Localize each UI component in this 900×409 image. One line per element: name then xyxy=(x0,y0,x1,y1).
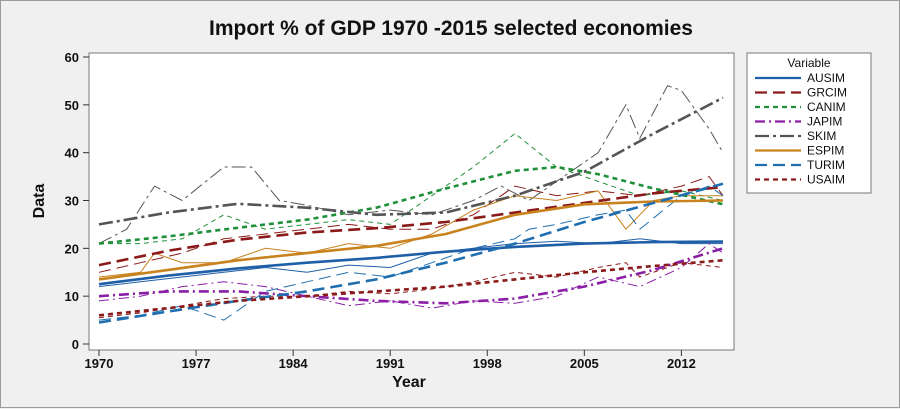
axes: 0 10 20 30 40 50 60 1970 1977 1984 1991 1998 2005 201… xyxy=(65,50,696,371)
chart-title: Import % of GDP 1970 -2015 selected econ… xyxy=(209,17,693,40)
x-tick-label: 1998 xyxy=(473,356,502,371)
legend-label-canim: CANIM xyxy=(807,100,846,114)
y-tick-label: 20 xyxy=(65,241,79,256)
legend-label-skim: SKIM xyxy=(807,129,836,143)
series-japim-observed xyxy=(98,242,724,309)
legend-label-grcim: GRCIM xyxy=(807,86,847,100)
series-usaim-observed xyxy=(98,262,724,319)
x-axis-label: Year xyxy=(392,374,426,391)
legend-label-turim: TURIM xyxy=(807,158,845,172)
y-tick-label: 10 xyxy=(65,289,79,304)
y-tick-label: 50 xyxy=(65,98,79,113)
series-turim-trend xyxy=(98,182,724,324)
series-japim-trend xyxy=(98,247,724,305)
legend-label-usaim: USAIM xyxy=(807,173,845,187)
series-turim-observed xyxy=(98,185,724,321)
series-grcim-trend xyxy=(98,185,724,267)
x-tick-label: 1991 xyxy=(376,356,405,371)
legend-label-ausim: AUSIM xyxy=(807,71,845,85)
x-tick-label: 2012 xyxy=(667,356,696,371)
y-tick-label: 40 xyxy=(65,146,79,161)
series-usaim-trend xyxy=(98,259,724,317)
legend-box xyxy=(746,52,872,194)
y-tick-label: 30 xyxy=(65,194,79,209)
x-tick-label: 1970 xyxy=(85,356,114,371)
y-tick-label: 60 xyxy=(65,50,79,65)
series-ausim-observed xyxy=(98,238,723,288)
series-lines xyxy=(98,85,724,324)
legend-title: Variable xyxy=(787,56,830,70)
series-skim-trend xyxy=(98,96,724,226)
legend: Variable AUSIMGRCIMCANIMJAPIMSKIMESPIMTU… xyxy=(746,52,872,194)
y-axis-label: Data xyxy=(31,184,48,219)
series-canim-observed xyxy=(99,132,724,245)
x-tick-label: 2005 xyxy=(570,356,599,371)
series-skim-observed xyxy=(98,85,724,245)
series-espim-trend xyxy=(98,199,724,281)
y-tick-label: 0 xyxy=(72,337,79,352)
legend-label-japim: JAPIM xyxy=(807,115,842,129)
x-tick-label: 1977 xyxy=(182,356,211,371)
series-canim-trend xyxy=(98,165,724,245)
series-ausim-trend xyxy=(98,240,724,286)
legend-label-espim: ESPIM xyxy=(807,144,844,158)
x-tick-label: 1984 xyxy=(279,356,309,371)
